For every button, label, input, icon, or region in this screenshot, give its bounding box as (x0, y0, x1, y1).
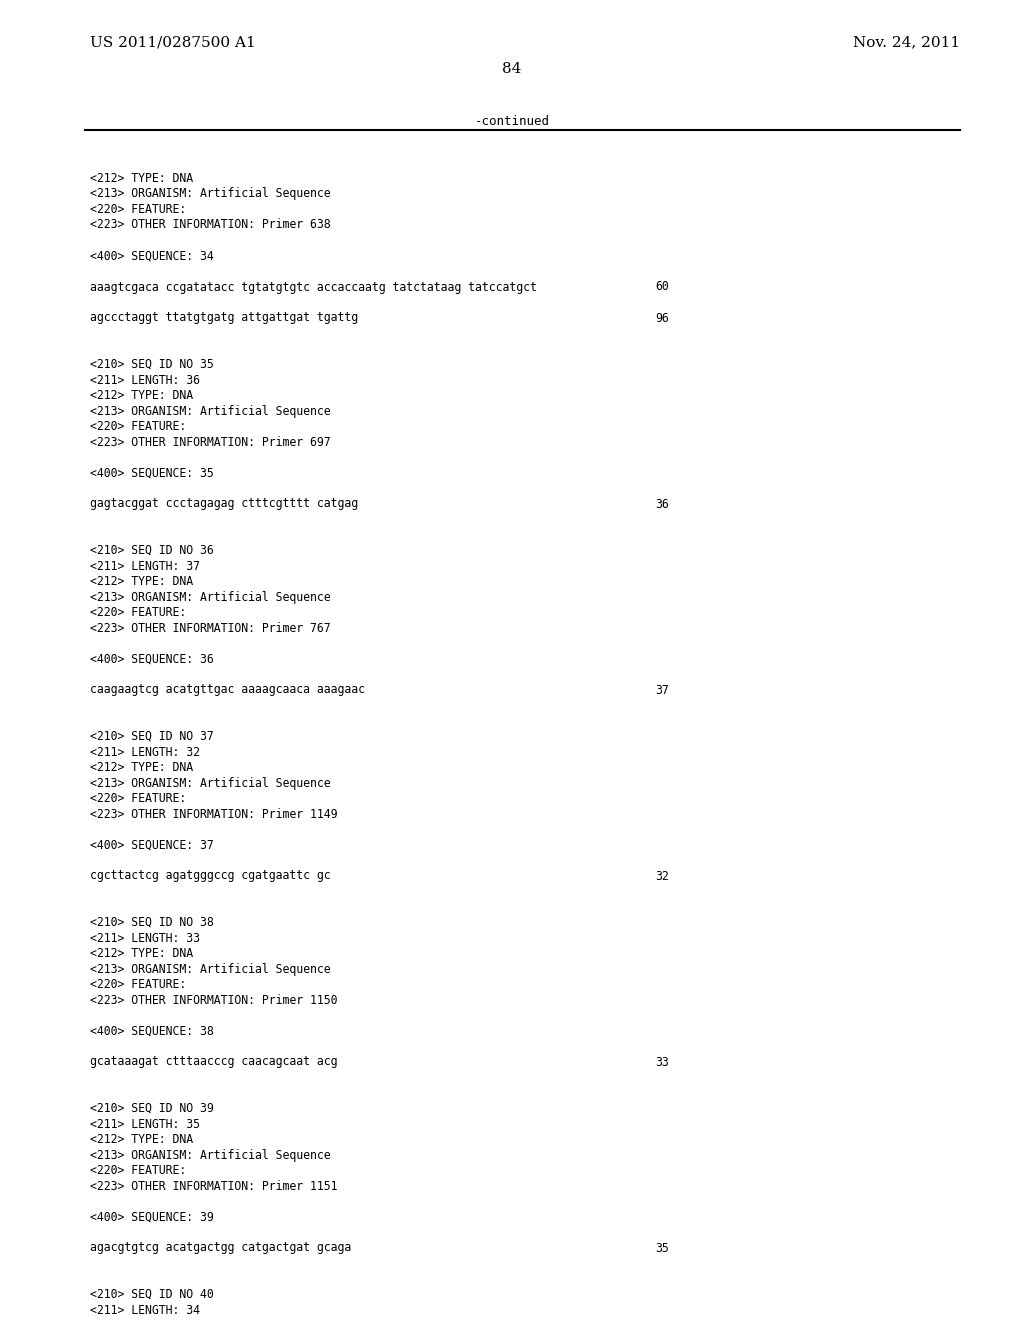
Text: <212> TYPE: DNA: <212> TYPE: DNA (90, 1133, 194, 1146)
Text: <210> SEQ ID NO 35: <210> SEQ ID NO 35 (90, 358, 214, 371)
Text: <213> ORGANISM: Artificial Sequence: <213> ORGANISM: Artificial Sequence (90, 404, 331, 417)
Text: aaagtcgaca ccgatatacc tgtatgtgtc accaccaatg tatctataag tatccatgct: aaagtcgaca ccgatatacc tgtatgtgtc accacca… (90, 281, 537, 293)
Text: <220> FEATURE:: <220> FEATURE: (90, 1164, 186, 1177)
Text: agacgtgtcg acatgactgg catgactgat gcaga: agacgtgtcg acatgactgg catgactgat gcaga (90, 1242, 351, 1254)
Text: <223> OTHER INFORMATION: Primer 697: <223> OTHER INFORMATION: Primer 697 (90, 436, 331, 449)
Text: <210> SEQ ID NO 36: <210> SEQ ID NO 36 (90, 544, 214, 557)
Text: <220> FEATURE:: <220> FEATURE: (90, 978, 186, 991)
Text: 36: 36 (655, 498, 669, 511)
Text: <220> FEATURE:: <220> FEATURE: (90, 792, 186, 805)
Text: <211> LENGTH: 36: <211> LENGTH: 36 (90, 374, 200, 387)
Text: <210> SEQ ID NO 39: <210> SEQ ID NO 39 (90, 1102, 214, 1115)
Text: cgcttactcg agatgggccg cgatgaattc gc: cgcttactcg agatgggccg cgatgaattc gc (90, 870, 331, 883)
Text: <400> SEQUENCE: 36: <400> SEQUENCE: 36 (90, 652, 214, 665)
Text: <212> TYPE: DNA: <212> TYPE: DNA (90, 172, 194, 185)
Text: <223> OTHER INFORMATION: Primer 1150: <223> OTHER INFORMATION: Primer 1150 (90, 994, 338, 1006)
Text: 33: 33 (655, 1056, 669, 1068)
Text: 60: 60 (655, 281, 669, 293)
Text: 32: 32 (655, 870, 669, 883)
Text: gagtacggat ccctagagag ctttcgtttt catgag: gagtacggat ccctagagag ctttcgtttt catgag (90, 498, 358, 511)
Text: <211> LENGTH: 37: <211> LENGTH: 37 (90, 560, 200, 573)
Text: <211> LENGTH: 33: <211> LENGTH: 33 (90, 932, 200, 945)
Text: <211> LENGTH: 32: <211> LENGTH: 32 (90, 746, 200, 759)
Text: <213> ORGANISM: Artificial Sequence: <213> ORGANISM: Artificial Sequence (90, 590, 331, 603)
Text: <212> TYPE: DNA: <212> TYPE: DNA (90, 576, 194, 587)
Text: <213> ORGANISM: Artificial Sequence: <213> ORGANISM: Artificial Sequence (90, 776, 331, 789)
Text: agccctaggt ttatgtgatg attgattgat tgattg: agccctaggt ttatgtgatg attgattgat tgattg (90, 312, 358, 325)
Text: -continued: -continued (474, 115, 550, 128)
Text: US 2011/0287500 A1: US 2011/0287500 A1 (90, 36, 256, 49)
Text: 96: 96 (655, 312, 669, 325)
Text: 35: 35 (655, 1242, 669, 1254)
Text: <223> OTHER INFORMATION: Primer 1151: <223> OTHER INFORMATION: Primer 1151 (90, 1180, 338, 1192)
Text: <223> OTHER INFORMATION: Primer 1149: <223> OTHER INFORMATION: Primer 1149 (90, 808, 338, 821)
Text: gcataaagat ctttaacccg caacagcaat acg: gcataaagat ctttaacccg caacagcaat acg (90, 1056, 338, 1068)
Text: <210> SEQ ID NO 40: <210> SEQ ID NO 40 (90, 1288, 214, 1302)
Text: Nov. 24, 2011: Nov. 24, 2011 (853, 36, 961, 49)
Text: <210> SEQ ID NO 37: <210> SEQ ID NO 37 (90, 730, 214, 743)
Text: <212> TYPE: DNA: <212> TYPE: DNA (90, 762, 194, 774)
Text: <400> SEQUENCE: 37: <400> SEQUENCE: 37 (90, 838, 214, 851)
Text: 37: 37 (655, 684, 669, 697)
Text: <223> OTHER INFORMATION: Primer 767: <223> OTHER INFORMATION: Primer 767 (90, 622, 331, 635)
Text: caagaagtcg acatgttgac aaaagcaaca aaagaac: caagaagtcg acatgttgac aaaagcaaca aaagaac (90, 684, 365, 697)
Text: <210> SEQ ID NO 38: <210> SEQ ID NO 38 (90, 916, 214, 929)
Text: <211> LENGTH: 34: <211> LENGTH: 34 (90, 1304, 200, 1316)
Text: <213> ORGANISM: Artificial Sequence: <213> ORGANISM: Artificial Sequence (90, 962, 331, 975)
Text: <220> FEATURE:: <220> FEATURE: (90, 203, 186, 216)
Text: <220> FEATURE:: <220> FEATURE: (90, 606, 186, 619)
Text: <212> TYPE: DNA: <212> TYPE: DNA (90, 389, 194, 403)
Text: <223> OTHER INFORMATION: Primer 638: <223> OTHER INFORMATION: Primer 638 (90, 219, 331, 231)
Text: <400> SEQUENCE: 39: <400> SEQUENCE: 39 (90, 1210, 214, 1224)
Text: <400> SEQUENCE: 38: <400> SEQUENCE: 38 (90, 1024, 214, 1038)
Text: <400> SEQUENCE: 34: <400> SEQUENCE: 34 (90, 249, 214, 263)
Text: <211> LENGTH: 35: <211> LENGTH: 35 (90, 1118, 200, 1130)
Text: 84: 84 (503, 62, 521, 77)
Text: <212> TYPE: DNA: <212> TYPE: DNA (90, 946, 194, 960)
Text: <213> ORGANISM: Artificial Sequence: <213> ORGANISM: Artificial Sequence (90, 187, 331, 201)
Text: <220> FEATURE:: <220> FEATURE: (90, 420, 186, 433)
Text: <213> ORGANISM: Artificial Sequence: <213> ORGANISM: Artificial Sequence (90, 1148, 331, 1162)
Text: <400> SEQUENCE: 35: <400> SEQUENCE: 35 (90, 466, 214, 479)
